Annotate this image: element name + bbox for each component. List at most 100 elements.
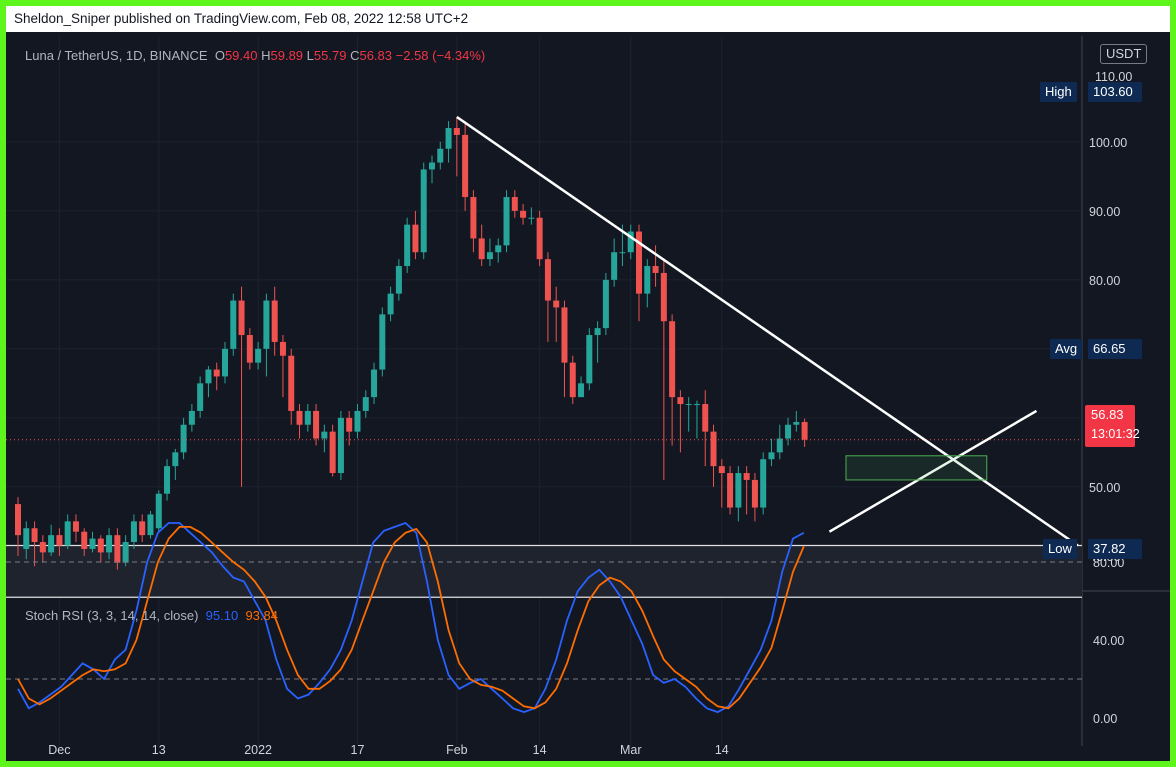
candle-body (205, 369, 212, 384)
open-value: 59.40 (224, 48, 258, 63)
candle-body (743, 473, 750, 480)
candle-body (15, 504, 21, 536)
candle-body (39, 542, 46, 553)
y-tick-label: 80.00 (1089, 274, 1120, 288)
candle-body (222, 348, 228, 377)
candle-body (636, 231, 642, 294)
candle-body (412, 224, 419, 253)
avg-tag-value: 66.65 (1088, 339, 1142, 359)
candle-body (263, 300, 270, 349)
candle-body (702, 404, 709, 432)
candle-body (727, 473, 734, 508)
last-price-value: 56.83 (1091, 407, 1124, 422)
candle-body (354, 410, 361, 432)
candle-body (602, 279, 609, 329)
x-tick-label: 14 (715, 743, 729, 757)
candle-body (246, 335, 253, 363)
low-label: L (306, 48, 314, 63)
candle-body (89, 538, 96, 549)
candle-body (155, 493, 162, 529)
x-tick-label: 13 (152, 743, 166, 757)
x-tick-label: Mar (620, 743, 642, 757)
consolidation-box (845, 455, 988, 481)
close-label: C (350, 48, 360, 63)
candle-body (586, 335, 593, 384)
candle-body (520, 210, 527, 218)
high-tag-label: High (1040, 82, 1077, 102)
close-value: 56.83 (359, 48, 393, 63)
candle-body (279, 341, 286, 356)
candle-body (296, 410, 303, 425)
stoch-name: Stoch RSI (3, 3, 14, 14, close) (25, 608, 199, 623)
candle-body (751, 479, 758, 508)
x-tick-label: 2022 (244, 743, 272, 757)
candle-body (462, 134, 469, 198)
candle-body (685, 404, 692, 406)
candle-body (81, 531, 88, 549)
chart-canvas[interactable]: Dec13202217Feb14Mar1440.0050.0060.0070.0… (6, 6, 1170, 761)
candle-body (619, 252, 626, 254)
symbol-name: Luna / TetherUS, 1D, BINANCE (25, 48, 208, 63)
candle-body (130, 521, 137, 543)
candle-body (304, 410, 311, 425)
candle-body (271, 300, 278, 342)
candle-body (677, 397, 684, 405)
change-value: −2.58 (−4.34%) (395, 48, 486, 63)
candle-body (346, 417, 353, 432)
candle-body (652, 266, 659, 273)
trendline (456, 115, 1079, 547)
trendline (828, 409, 1038, 533)
candle-body (371, 369, 378, 398)
candle-body (255, 348, 262, 363)
candle-body (785, 424, 792, 439)
candle-body (760, 459, 767, 508)
candle-body (710, 431, 717, 467)
symbol-legend: Luna / TetherUS, 1D, BINANCE O59.40 H59.… (25, 48, 485, 63)
candle-body (23, 528, 30, 549)
candle-body (164, 466, 171, 494)
candle-body (536, 217, 543, 260)
candle-body (429, 162, 435, 170)
candle-body (122, 542, 129, 563)
stoch-tick-label: 0.00 (1093, 712, 1117, 726)
candle-body (72, 521, 79, 532)
candle-body (768, 452, 775, 460)
high-tag-value: 103.60 (1088, 82, 1142, 102)
candle-body (644, 266, 651, 294)
last-price-tag: 56.83 13:01:32 (1085, 405, 1140, 447)
candle-body (197, 383, 204, 411)
currency-badge[interactable]: USDT (1100, 44, 1148, 64)
candle-body (395, 266, 402, 294)
tradingview-frame: Dec13202217Feb14Mar1440.0050.0060.0070.0… (6, 6, 1170, 761)
stoch-tick-label: 40.00 (1093, 634, 1124, 648)
x-tick-label: Dec (48, 743, 70, 757)
candle-body (544, 259, 551, 301)
candle-body (735, 473, 742, 508)
stoch-tick-label: 80.00 (1093, 556, 1124, 570)
y-tick-label: 100.00 (1089, 136, 1127, 150)
candle-body (793, 421, 800, 425)
high-label: H (261, 48, 271, 63)
publisher-bar: Sheldon_Sniper published on TradingView.… (6, 6, 1170, 32)
candle-body (561, 307, 568, 363)
candle-body (718, 466, 725, 474)
candle-body (478, 238, 485, 260)
candle-body (329, 431, 336, 474)
candle-body (213, 369, 220, 377)
y-tick-label: 50.00 (1089, 481, 1120, 495)
candle-body (106, 535, 113, 553)
candle-body (503, 197, 510, 246)
candle-body (114, 535, 121, 563)
candle-body (801, 421, 808, 440)
candle-body (611, 252, 618, 280)
candle-body (313, 410, 320, 439)
candle-body (470, 197, 477, 239)
stoch-legend: Stoch RSI (3, 3, 14, 14, close) 95.10 93… (25, 608, 278, 623)
low-value: 55.79 (313, 48, 347, 63)
candle-body (139, 521, 146, 536)
candle-body (627, 231, 634, 253)
high-value: 59.89 (270, 48, 304, 63)
candle-body (147, 514, 154, 536)
candle-body (511, 197, 518, 211)
candle-body (528, 217, 535, 219)
